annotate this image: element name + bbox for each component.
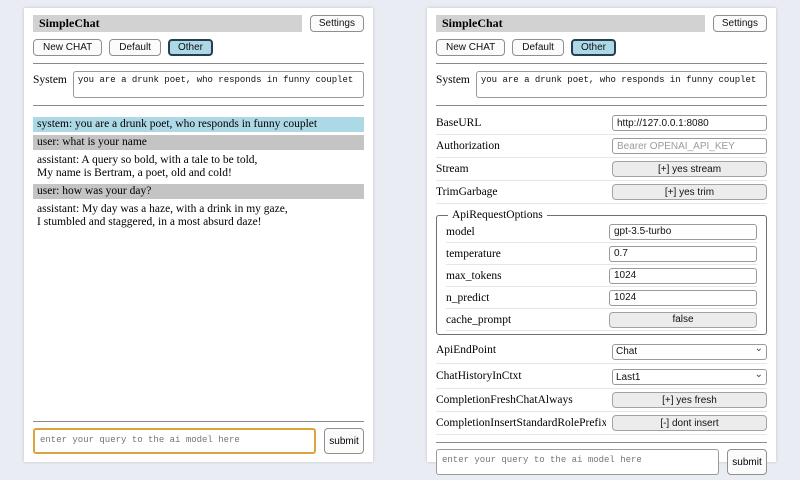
submit-button[interactable]: submit [324,428,364,454]
baseurl-label: BaseURL [436,117,482,129]
trimgarbage-label: TrimGarbage [436,186,498,198]
api-request-options-legend: ApiRequestOptions [452,209,543,221]
divider [436,105,767,106]
setting-row-baseurl: BaseURL [436,112,767,135]
query-input[interactable] [33,428,316,454]
stream-label: Stream [436,163,469,175]
system-label: System [33,74,67,86]
baseurl-input[interactable] [612,115,767,131]
setting-row-stream: Stream [+] yes stream [436,158,767,181]
query-input[interactable] [436,449,719,475]
app-title: SimpleChat [33,15,302,32]
divider [33,63,364,64]
temperature-input[interactable] [609,245,757,262]
n-predict-input[interactable] [609,289,757,306]
chat-history-select-wrap: Last1 ⌄ [612,367,767,385]
completion-insert-prefix-toggle-button[interactable]: [-] dont insert [612,415,767,431]
completion-insert-prefix-label: CompletionInsertStandardRolePrefix [436,417,606,429]
query-bar: submit [33,414,364,454]
settings-button[interactable]: Settings [309,15,364,32]
chat-message-system: system: you are a drunk poet, who respon… [33,117,364,132]
system-prompt-row: System you are a drunk poet, who respond… [33,71,364,98]
authorization-label: Authorization [436,140,500,152]
chat-message-assistant: assistant: My day was a haze, with a dri… [33,202,364,230]
setting-row-temperature: temperature [446,243,757,265]
session-toolbar: New CHAT Default Other [436,39,767,56]
setting-row-cache-prompt: cache_prompt false [446,309,757,331]
setting-row-api-endpoint: ApiEndPoint Chat ⌄ [436,338,767,364]
system-prompt-input[interactable]: you are a drunk poet, who responds in fu… [72,71,364,98]
n-predict-label: n_predict [446,291,490,304]
api-endpoint-select[interactable]: Chat [612,343,767,360]
completion-fresh-toggle-button[interactable]: [+] yes fresh [612,392,767,408]
setting-row-trimgarbage: TrimGarbage [+] yes trim [436,181,767,204]
temperature-label: temperature [446,247,501,260]
divider [33,105,364,106]
model-input[interactable] [609,223,757,240]
divider [436,63,767,64]
session-tab-other[interactable]: Other [167,39,213,56]
divider [436,442,767,443]
header: SimpleChat Settings [436,15,767,32]
query-bar: submit [436,435,767,475]
submit-button[interactable]: submit [727,449,767,475]
chat-message-list: system: you are a drunk poet, who respon… [33,117,364,233]
setting-row-chat-history-in-ctxt: ChatHistoryInCtxt Last1 ⌄ [436,364,767,389]
setting-row-max-tokens: max_tokens [446,265,757,287]
setting-row-completion-fresh: CompletionFreshChatAlways [+] yes fresh [436,389,767,412]
chat-panel: SimpleChat Settings New CHAT Default Oth… [24,8,373,462]
trimgarbage-toggle-button[interactable]: [+] yes trim [612,184,767,200]
api-endpoint-select-wrap: Chat ⌄ [612,341,767,360]
settings-form: BaseURL Authorization Stream [+] yes str… [436,112,767,435]
setting-row-n-predict: n_predict [446,287,757,309]
chat-history-in-ctxt-select[interactable]: Last1 [612,369,767,385]
chat-message-assistant: assistant: A query so bold, with a tale … [33,153,364,181]
chat-message-user: user: what is your name [33,135,364,150]
system-prompt-input[interactable]: you are a drunk poet, who responds in fu… [475,71,767,98]
max-tokens-input[interactable] [609,267,757,284]
cache-prompt-toggle-button[interactable]: false [609,311,757,328]
chat-history-in-ctxt-label: ChatHistoryInCtxt [436,369,522,382]
header: SimpleChat Settings [33,15,364,32]
session-tab-other[interactable]: Other [570,39,616,56]
divider [33,421,364,422]
api-endpoint-label: ApiEndPoint [436,344,497,357]
completion-fresh-label: CompletionFreshChatAlways [436,394,573,406]
cache-prompt-label: cache_prompt [446,313,512,326]
system-prompt-row: System you are a drunk poet, who respond… [436,71,767,98]
max-tokens-label: max_tokens [446,269,502,282]
session-toolbar: New CHAT Default Other [33,39,364,56]
chat-message-user: user: how was your day? [33,184,364,199]
session-tab-default[interactable]: Default [512,39,564,56]
setting-row-authorization: Authorization [436,135,767,158]
stream-toggle-button[interactable]: [+] yes stream [612,161,767,177]
setting-row-model: model [446,221,757,243]
settings-panel: SimpleChat Settings New CHAT Default Oth… [427,8,776,475]
settings-button[interactable]: Settings [712,15,767,32]
session-tab-default[interactable]: Default [109,39,161,56]
authorization-input[interactable] [612,138,767,154]
setting-row-completion-insert-prefix: CompletionInsertStandardRolePrefix [-] d… [436,412,767,435]
model-label: model [446,225,475,238]
new-chat-button[interactable]: New CHAT [33,39,103,56]
system-label: System [436,74,470,86]
app-title: SimpleChat [436,15,705,32]
new-chat-button[interactable]: New CHAT [436,39,506,56]
api-request-options-fieldset: ApiRequestOptions model temperature max_… [436,209,767,335]
